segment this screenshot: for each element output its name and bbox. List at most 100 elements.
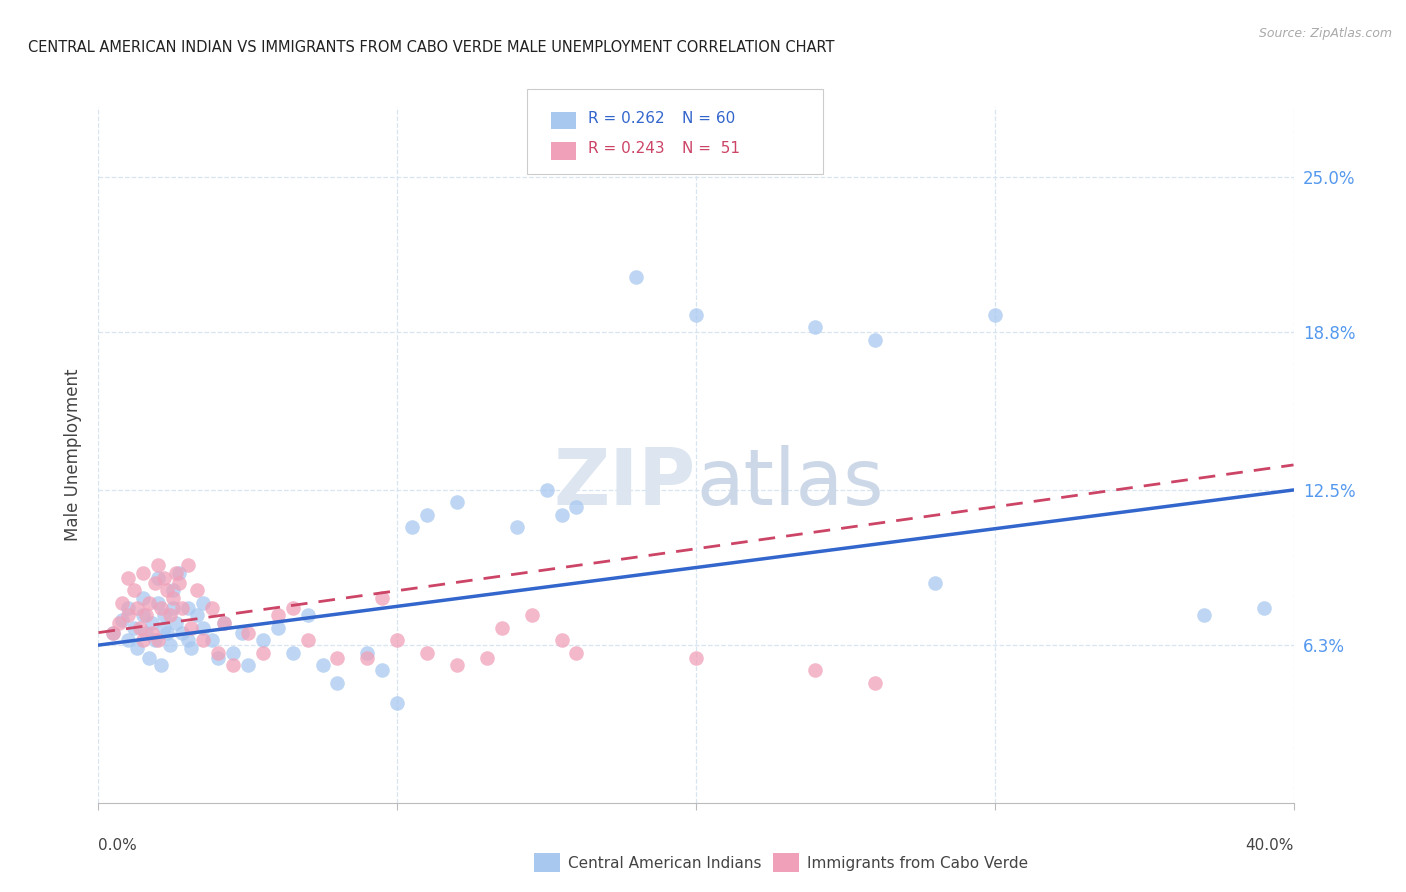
Point bbox=[865, 675, 887, 690]
Text: R = 0.262: R = 0.262 bbox=[588, 112, 664, 126]
Text: N =  51: N = 51 bbox=[682, 142, 740, 156]
Point bbox=[159, 638, 181, 652]
Point bbox=[536, 483, 558, 497]
Point bbox=[267, 621, 290, 635]
Text: Source: ZipAtlas.com: Source: ZipAtlas.com bbox=[1258, 27, 1392, 40]
Point bbox=[111, 613, 134, 627]
Point bbox=[186, 583, 208, 598]
Point bbox=[180, 621, 202, 635]
Point bbox=[212, 615, 235, 630]
Text: ZIP: ZIP bbox=[554, 445, 696, 521]
Text: atlas: atlas bbox=[696, 445, 883, 521]
Point bbox=[565, 500, 588, 515]
Text: 40.0%: 40.0% bbox=[1246, 838, 1294, 853]
Point bbox=[153, 570, 176, 584]
Point bbox=[165, 566, 187, 580]
Point bbox=[117, 570, 139, 584]
Point bbox=[117, 633, 139, 648]
Point bbox=[162, 600, 184, 615]
Point bbox=[371, 663, 394, 677]
Point bbox=[191, 633, 214, 648]
Point bbox=[311, 658, 333, 673]
Point bbox=[252, 646, 274, 660]
Point bbox=[138, 596, 160, 610]
Point bbox=[129, 621, 152, 635]
Point bbox=[281, 600, 304, 615]
Point bbox=[177, 558, 200, 572]
Point bbox=[167, 566, 190, 580]
Point bbox=[201, 600, 224, 615]
Point bbox=[236, 625, 259, 640]
Point bbox=[491, 621, 513, 635]
Text: Immigrants from Cabo Verde: Immigrants from Cabo Verde bbox=[807, 856, 1028, 871]
Point bbox=[135, 625, 157, 640]
Point bbox=[177, 600, 200, 615]
Point bbox=[141, 625, 163, 640]
Point bbox=[132, 566, 155, 580]
Point bbox=[212, 615, 235, 630]
Point bbox=[132, 608, 155, 623]
Point bbox=[356, 646, 378, 660]
Point bbox=[172, 625, 194, 640]
Point bbox=[108, 615, 131, 630]
Point bbox=[446, 495, 468, 509]
Point bbox=[180, 640, 202, 655]
Point bbox=[186, 608, 208, 623]
Point bbox=[520, 608, 543, 623]
Point bbox=[162, 591, 184, 605]
Point bbox=[385, 696, 409, 710]
Point bbox=[385, 633, 409, 648]
Point bbox=[685, 308, 707, 322]
Point bbox=[267, 608, 290, 623]
Point bbox=[141, 615, 163, 630]
Point bbox=[416, 646, 439, 660]
Point bbox=[804, 663, 827, 677]
Point bbox=[162, 583, 184, 598]
Point bbox=[103, 625, 125, 640]
Point bbox=[138, 650, 160, 665]
Point bbox=[177, 633, 200, 648]
Point bbox=[153, 621, 176, 635]
Point bbox=[159, 608, 181, 623]
Text: R = 0.243: R = 0.243 bbox=[588, 142, 664, 156]
Point bbox=[231, 625, 253, 640]
Point bbox=[222, 658, 245, 673]
Y-axis label: Male Unemployment: Male Unemployment bbox=[63, 368, 82, 541]
Point bbox=[148, 558, 170, 572]
Point bbox=[191, 596, 214, 610]
Point bbox=[165, 615, 187, 630]
Point bbox=[143, 575, 166, 590]
Point bbox=[685, 650, 707, 665]
Point bbox=[804, 320, 827, 334]
Point bbox=[475, 650, 498, 665]
Point bbox=[167, 575, 190, 590]
Point bbox=[550, 508, 572, 522]
Point bbox=[127, 640, 149, 655]
Point bbox=[148, 570, 170, 584]
Point bbox=[1253, 600, 1275, 615]
Point bbox=[207, 650, 229, 665]
Point bbox=[191, 621, 214, 635]
Point bbox=[132, 633, 155, 648]
Point bbox=[201, 633, 224, 648]
Point bbox=[143, 633, 166, 648]
Point bbox=[401, 520, 423, 534]
Point bbox=[156, 625, 179, 640]
Point bbox=[236, 658, 259, 673]
Point bbox=[865, 333, 887, 347]
Point bbox=[326, 675, 349, 690]
Point bbox=[984, 308, 1007, 322]
Point bbox=[117, 600, 139, 615]
Point bbox=[111, 596, 134, 610]
Point bbox=[148, 596, 170, 610]
Point bbox=[297, 608, 319, 623]
Point bbox=[446, 658, 468, 673]
Point bbox=[565, 646, 588, 660]
Text: CENTRAL AMERICAN INDIAN VS IMMIGRANTS FROM CABO VERDE MALE UNEMPLOYMENT CORRELAT: CENTRAL AMERICAN INDIAN VS IMMIGRANTS FR… bbox=[28, 40, 835, 55]
Point bbox=[626, 270, 648, 285]
Point bbox=[150, 600, 173, 615]
Point bbox=[153, 608, 176, 623]
Point bbox=[371, 591, 394, 605]
Point bbox=[135, 608, 157, 623]
Point bbox=[207, 646, 229, 660]
